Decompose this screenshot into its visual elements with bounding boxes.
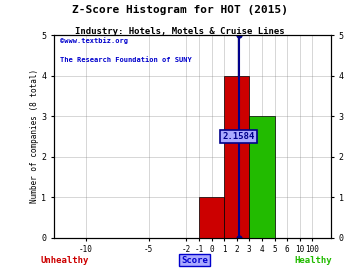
Text: Unhealthy: Unhealthy: [41, 256, 89, 265]
Bar: [199, 197, 224, 238]
Bar: [224, 76, 249, 238]
Text: Healthy: Healthy: [294, 256, 332, 265]
Text: 2.1584: 2.1584: [222, 132, 255, 141]
Text: The Research Foundation of SUNY: The Research Foundation of SUNY: [60, 58, 192, 63]
Text: Score: Score: [181, 256, 208, 265]
Bar: [249, 116, 275, 238]
Text: Industry: Hotels, Motels & Cruise Lines: Industry: Hotels, Motels & Cruise Lines: [75, 27, 285, 36]
Y-axis label: Number of companies (8 total): Number of companies (8 total): [30, 69, 39, 203]
Text: Z-Score Histogram for HOT (2015): Z-Score Histogram for HOT (2015): [72, 5, 288, 15]
Text: ©www.textbiz.org: ©www.textbiz.org: [60, 37, 128, 44]
